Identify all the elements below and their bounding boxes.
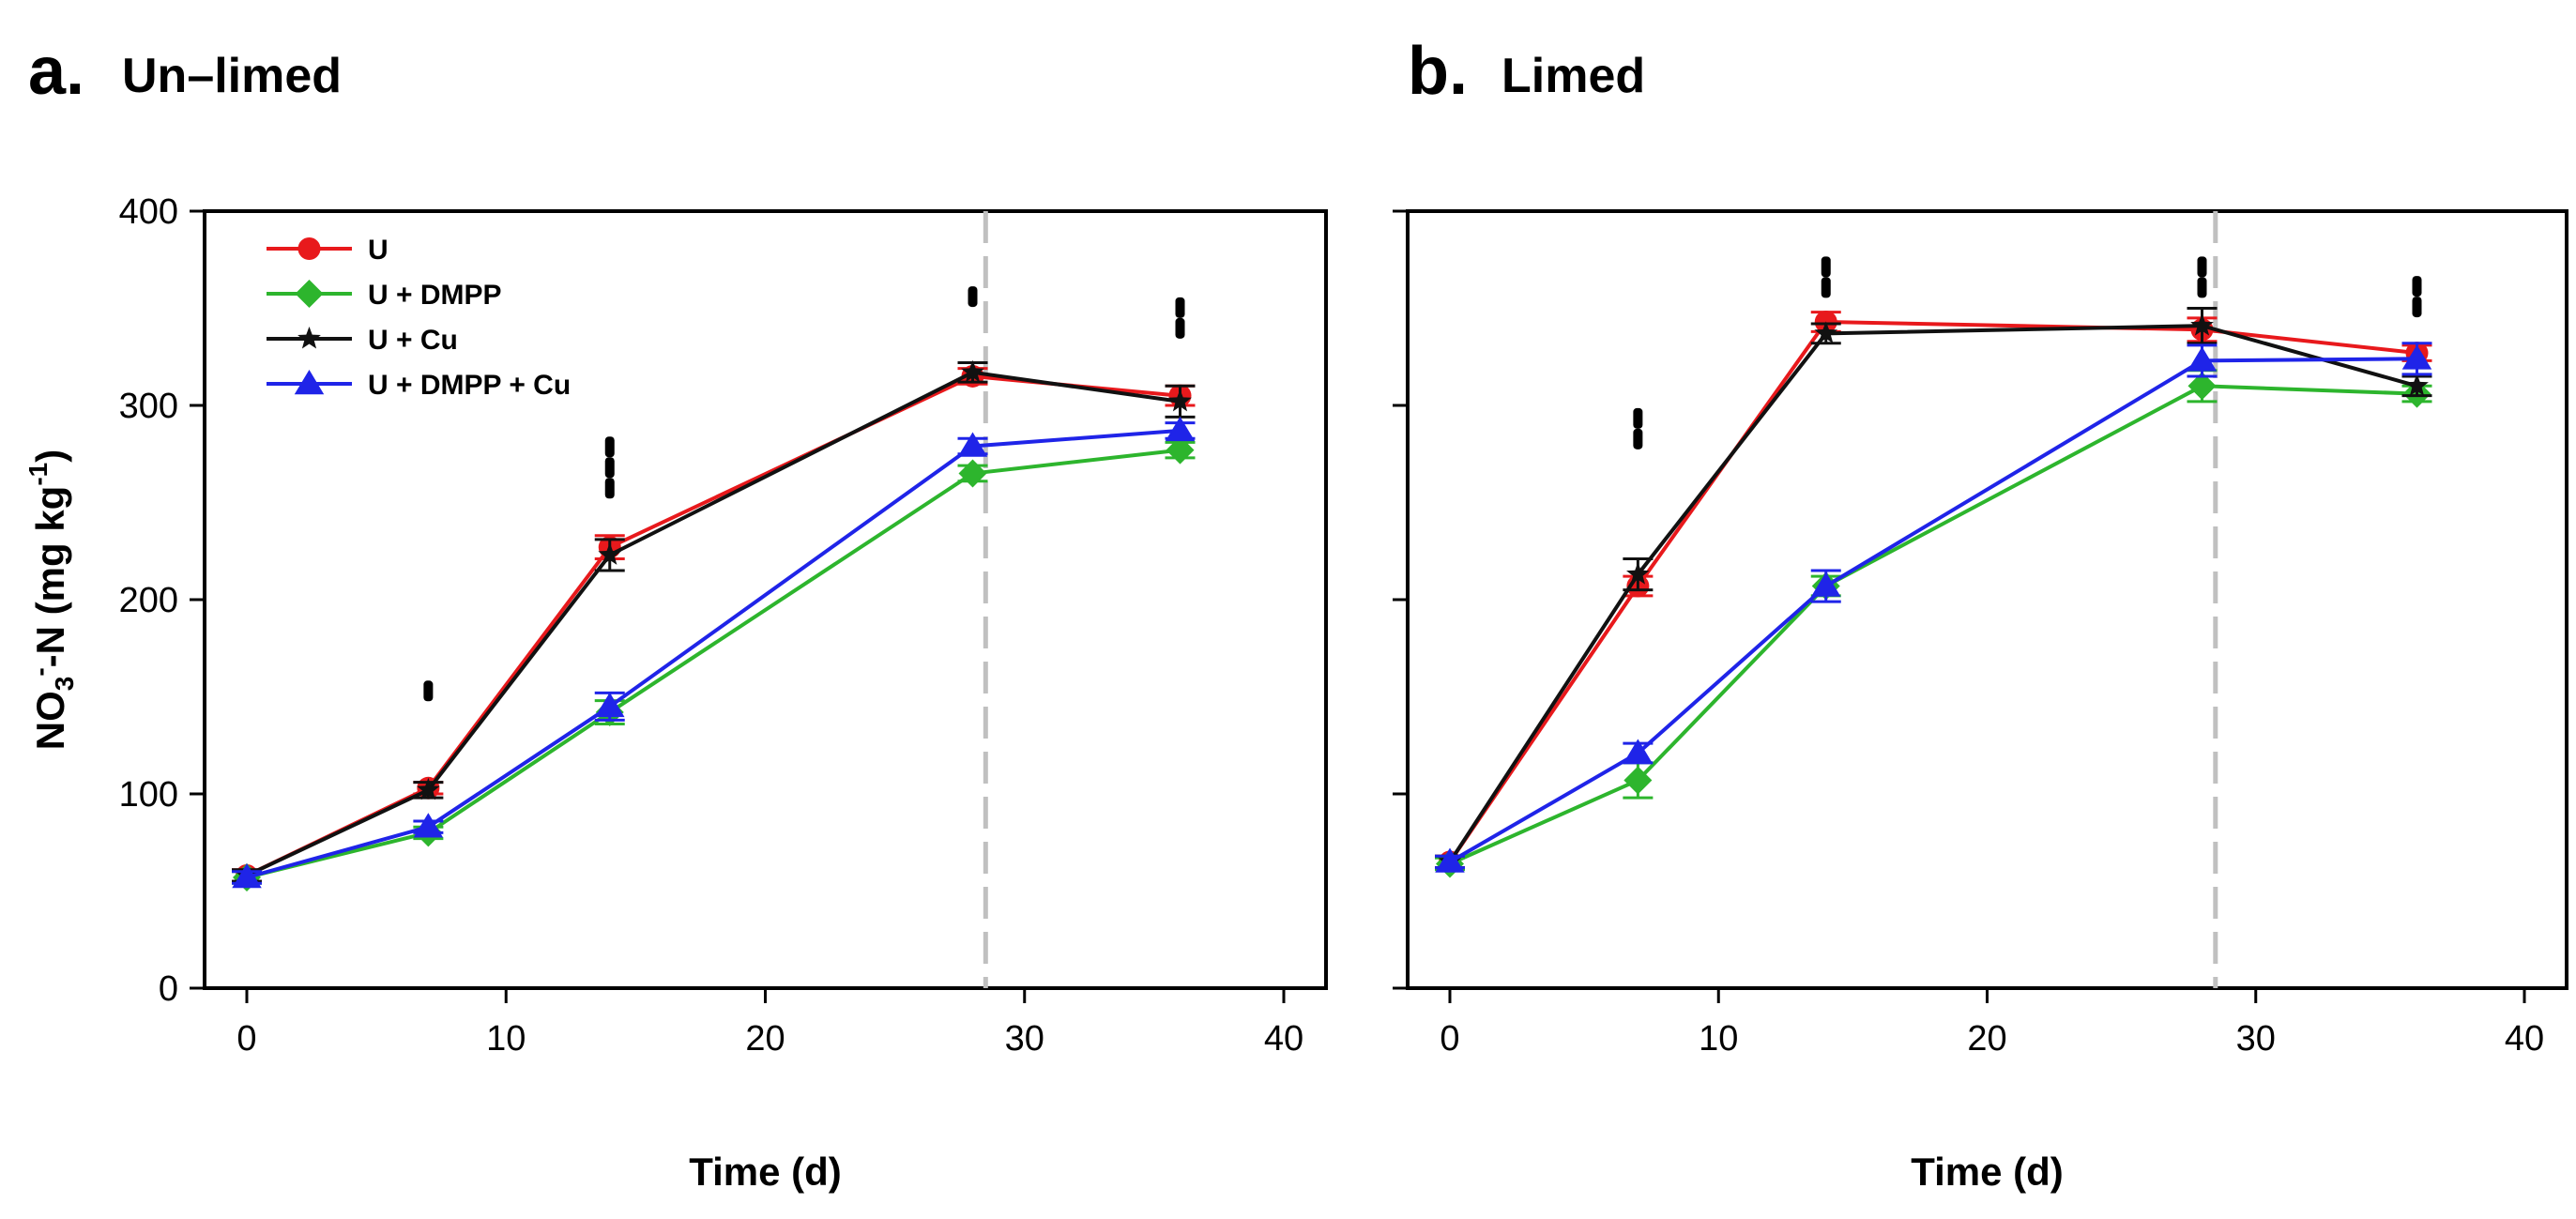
significance-mark — [1175, 317, 1185, 339]
panel-title: Un–limed — [122, 49, 342, 103]
significance-mark — [604, 436, 615, 458]
y-label-mid: -N (mg kg — [28, 486, 72, 668]
significance-mark — [2197, 256, 2207, 278]
significance-mark — [604, 478, 615, 499]
data-point-u-cu — [598, 542, 622, 565]
data-point-u-cu — [2405, 373, 2429, 396]
series-u-dmpp-cu — [1435, 342, 2432, 873]
significance-mark — [2412, 276, 2422, 297]
significance-mark — [1633, 407, 1643, 429]
data-point-u-cu — [2190, 313, 2214, 336]
significance-mark — [2412, 297, 2422, 318]
series-line-u-dmpp-cu — [1448, 357, 2417, 864]
data-point-u-cu — [961, 359, 984, 383]
legend: U U + DMPP U + Cu U + DMPP + Cu — [267, 235, 571, 401]
series-line-u-cu — [246, 370, 1181, 877]
data-point-u-dmpp-cu — [1165, 416, 1196, 442]
y-label-sup: - — [25, 667, 54, 676]
significance-mark — [1633, 428, 1643, 450]
legend-label: U + DMPP — [368, 280, 502, 311]
significance-mark — [968, 286, 978, 308]
data-point-u-dmpp-cu — [1811, 571, 1841, 597]
series-line-u-dmpp — [1449, 384, 2417, 866]
series-line-u — [246, 373, 1181, 877]
series-u — [1435, 310, 2432, 874]
legend-label: U — [368, 235, 389, 266]
data-point-u-dmpp — [1623, 766, 1653, 795]
data-point-u-dmpp-cu — [1623, 739, 1654, 764]
y-tick-label: 300 — [119, 387, 178, 426]
x-tick-label: 40 — [1264, 1019, 1303, 1059]
data-point-u-dmpp — [958, 459, 987, 488]
y-label-end: ) — [28, 450, 72, 463]
legend-marker — [294, 370, 325, 395]
significance-mark — [423, 680, 434, 702]
series-u-dmpp — [1435, 369, 2432, 878]
data-point-u-dmpp-cu — [595, 692, 625, 718]
y-axis-label: NO3--N (mg kg-1) — [23, 450, 79, 750]
data-point-u-dmpp-cu — [232, 863, 262, 889]
series-u-dmpp-cu — [232, 416, 1196, 889]
data-point-u-dmpp-cu — [1435, 847, 1465, 873]
panel-letter: b. — [1408, 34, 1468, 109]
data-point-u-cu — [1814, 321, 1838, 343]
series-line-u — [1448, 319, 2417, 863]
significance-mark — [2197, 277, 2207, 298]
x-tick-label: 0 — [1440, 1019, 1459, 1059]
data-point-u-cu — [1626, 562, 1650, 585]
y-tick-label: 0 — [159, 969, 178, 1009]
x-tick-label: 0 — [236, 1019, 256, 1059]
legend-marker — [295, 280, 324, 308]
y-tick-label: 400 — [119, 192, 178, 232]
x-tick-label: 30 — [1005, 1019, 1044, 1059]
legend-marker — [297, 237, 321, 260]
panel-b: b. Limed 0 10 20 30 40 Time (d) — [1393, 34, 2568, 1194]
data-point-u-dmpp-cu — [2187, 346, 2218, 372]
x-tick-label: 30 — [2236, 1019, 2276, 1059]
y-label-main: NO — [28, 691, 72, 750]
data-point-u-cu — [1168, 389, 1192, 412]
y-label-sup2: -1 — [23, 463, 53, 486]
series-line-u-cu — [1448, 324, 2418, 863]
legend-marker — [297, 327, 321, 349]
x-tick-label: 20 — [1967, 1019, 2006, 1059]
legend-label: U + DMPP + Cu — [368, 370, 571, 401]
data-point-u-dmpp — [2187, 372, 2217, 401]
data-point-u-cu — [417, 777, 440, 800]
x-tick-label: 10 — [1699, 1019, 1738, 1059]
series-u-cu — [1435, 307, 2432, 872]
y-label-sub: 3 — [50, 677, 79, 692]
plot-frame — [1406, 209, 2568, 990]
y-tick-label: 100 — [119, 775, 178, 815]
x-tick-label: 40 — [2505, 1019, 2544, 1059]
series-line-u-dmpp — [246, 448, 1181, 879]
legend-label: U + Cu — [368, 325, 458, 356]
significance-mark — [604, 457, 615, 479]
panel-letter: a. — [28, 34, 84, 109]
data-point-u-dmpp-cu — [2401, 344, 2432, 370]
significance-mark — [1821, 277, 1831, 298]
x-axis-label: Time (d) — [1911, 1150, 2064, 1194]
panel-title: Limed — [1501, 49, 1645, 103]
data-point-u-dmpp-cu — [413, 813, 444, 838]
data-point-u-dmpp-cu — [957, 432, 988, 457]
series-u — [232, 364, 1196, 887]
significance-mark — [1821, 256, 1831, 278]
x-tick-label: 10 — [486, 1019, 526, 1059]
x-tick-label: 20 — [745, 1019, 785, 1059]
x-axis-label: Time (d) — [689, 1150, 842, 1194]
significance-mark — [1175, 297, 1185, 318]
y-tick-label: 200 — [119, 581, 178, 620]
data-point-u-dmpp — [1166, 435, 1195, 465]
